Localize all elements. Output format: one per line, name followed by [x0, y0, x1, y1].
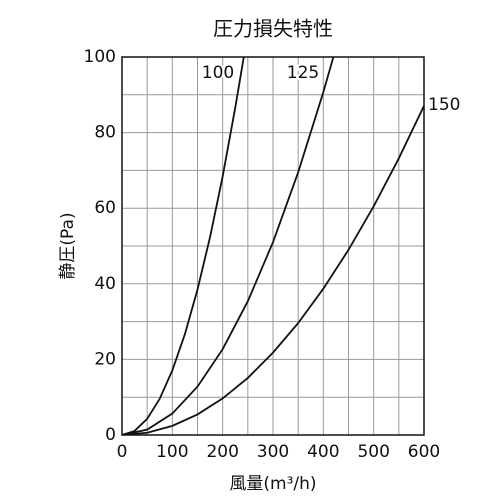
y-axis-label: 静圧(Pa)	[58, 212, 78, 279]
x-axis-label: 風量(m³/h)	[229, 474, 316, 494]
y-tick-label: 80	[94, 123, 116, 143]
x-tick-label: 100	[156, 442, 188, 462]
curve	[122, 105, 424, 435]
x-tick-label: 0	[117, 442, 128, 462]
series-label: 125	[287, 63, 319, 83]
series-label: 100	[202, 63, 234, 83]
x-tick-label: 400	[307, 442, 339, 462]
series-label: 150	[428, 95, 460, 115]
x-tick-label: 500	[357, 442, 389, 462]
curve	[122, 57, 245, 435]
x-tick-label: 200	[206, 442, 238, 462]
y-tick-label: 20	[94, 349, 116, 369]
y-tick-label: 40	[94, 274, 116, 294]
x-tick-label: 300	[257, 442, 289, 462]
chart-title: 圧力損失特性	[213, 17, 333, 41]
plot-frame	[121, 56, 425, 436]
x-tick-label: 600	[408, 442, 440, 462]
y-tick-label: 60	[94, 198, 116, 218]
y-tick-label: 100	[84, 47, 116, 67]
y-tick-label: 0	[105, 425, 116, 445]
curve	[122, 57, 335, 435]
